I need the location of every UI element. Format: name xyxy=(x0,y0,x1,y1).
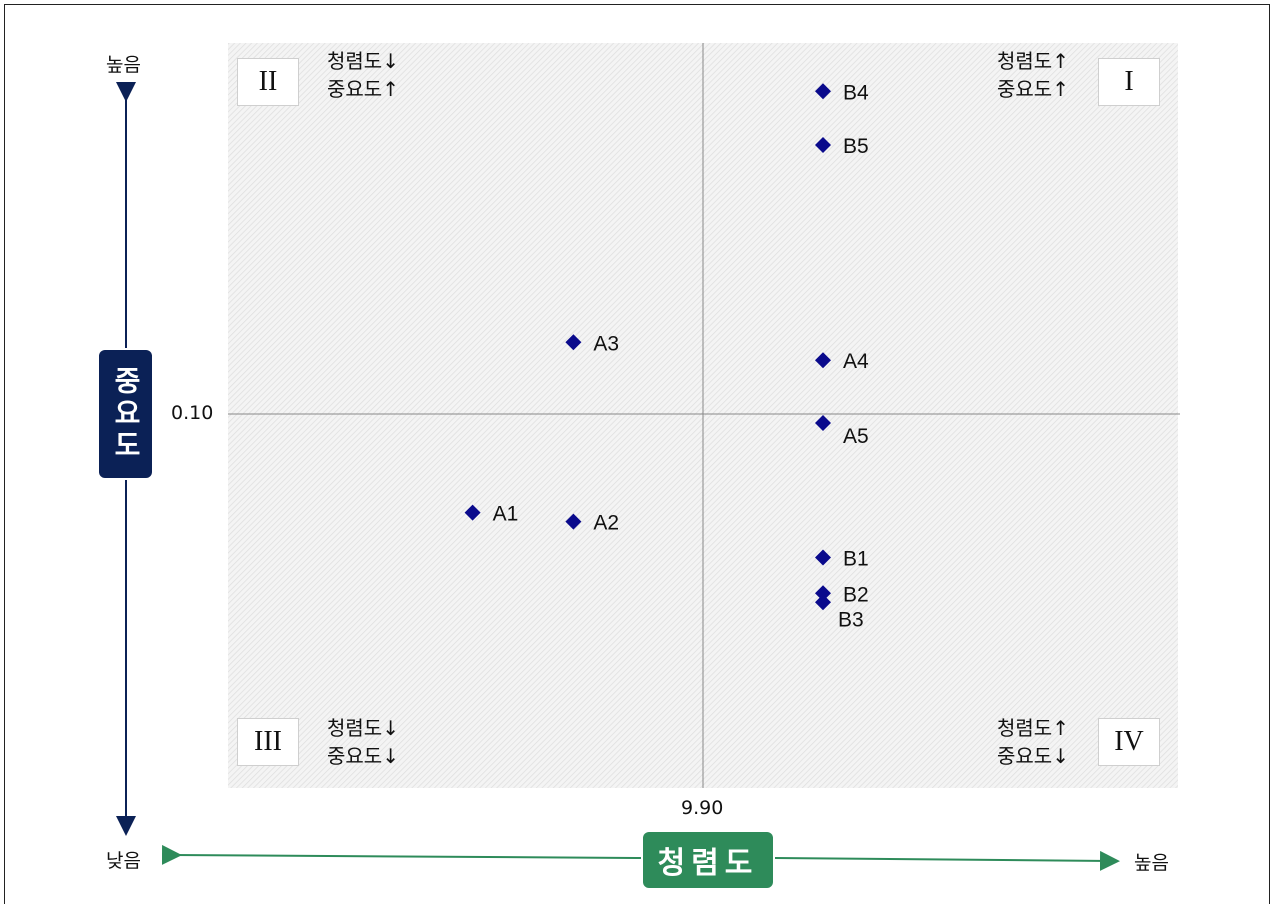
point-label-b3: B3 xyxy=(838,608,864,631)
q4-importance-arrow: ↓ xyxy=(1052,744,1069,768)
point-label-a5: A5 xyxy=(843,425,869,448)
quadrant-i-label: I xyxy=(1124,66,1134,97)
point-marker-b3 xyxy=(815,594,831,611)
quadrant-ii-box: II xyxy=(237,58,299,106)
q1-importance-label: 중요도 xyxy=(997,77,1053,101)
point-marker-a4 xyxy=(815,352,831,369)
q1-integrity-arrow: ↑ xyxy=(1052,49,1069,73)
point-marker-a5 xyxy=(815,414,831,431)
x-low-label: 낮음 xyxy=(106,850,141,872)
q3-integrity-arrow: ↓ xyxy=(382,716,399,740)
x-axis-title: 청렴도 xyxy=(643,832,773,888)
y-threshold-tick: 0.10 xyxy=(171,402,214,424)
x-axis-arrow-right xyxy=(774,850,1120,871)
chart-frame xyxy=(4,4,1270,904)
q2-integrity-arrow: ↓ xyxy=(382,49,399,73)
q4-integrity-arrow: ↑ xyxy=(1052,716,1069,740)
q2-importance-arrow: ↑ xyxy=(382,77,399,101)
point-label-b2: B2 xyxy=(843,583,869,606)
quadrant-i-desc: 청렴도↑ 중요도↑ xyxy=(997,47,1069,103)
q4-importance-label: 중요도 xyxy=(997,744,1053,768)
point-label-b1: B1 xyxy=(843,547,869,570)
point-label-b5: B5 xyxy=(843,135,869,158)
q3-importance-arrow: ↓ xyxy=(382,744,399,768)
q3-importance-label: 중요도 xyxy=(327,744,383,768)
point-label-a3: A3 xyxy=(593,332,619,355)
point-label-a4: A4 xyxy=(843,350,869,373)
point-marker-b2 xyxy=(815,585,831,602)
quadrant-iii-desc: 청렴도↓ 중요도↓ xyxy=(327,714,399,770)
x-high-label: 높음 xyxy=(1134,852,1169,874)
point-marker-b5 xyxy=(815,137,831,154)
point-marker-b1 xyxy=(815,549,831,566)
q2-integrity-label: 청렴도 xyxy=(327,49,383,73)
q1-integrity-label: 청렴도 xyxy=(997,49,1053,73)
point-label-a1: A1 xyxy=(493,503,519,526)
y-axis-title: 중요도 xyxy=(99,350,152,478)
quadrant-iii-label: III xyxy=(254,726,282,757)
quadrant-i-box: I xyxy=(1098,58,1160,106)
quadrant-iii-box: III xyxy=(237,718,299,766)
q2-importance-label: 중요도 xyxy=(327,77,383,101)
point-marker-a2 xyxy=(565,513,582,530)
quadrant-iv-label: IV xyxy=(1114,726,1144,757)
point-marker-b4 xyxy=(815,83,831,100)
quadrant-iv-box: IV xyxy=(1098,718,1160,766)
q4-integrity-label: 청렴도 xyxy=(997,716,1053,740)
y-high-label: 높음 xyxy=(106,54,141,76)
quadrant-ii-label: II xyxy=(258,66,278,97)
q1-importance-arrow: ↑ xyxy=(1052,77,1069,101)
point-label-b4: B4 xyxy=(843,81,869,104)
quadrant-iv-desc: 청렴도↑ 중요도↓ xyxy=(997,714,1069,770)
point-marker-a1 xyxy=(464,504,481,521)
point-marker-a3 xyxy=(565,334,582,351)
x-threshold-tick: 9.90 xyxy=(681,797,724,819)
quadrant-ii-desc: 청렴도↓ 중요도↑ xyxy=(327,47,399,103)
x-axis-arrow-left xyxy=(161,844,642,865)
q3-integrity-label: 청렴도 xyxy=(327,716,383,740)
point-label-a2: A2 xyxy=(593,512,619,535)
